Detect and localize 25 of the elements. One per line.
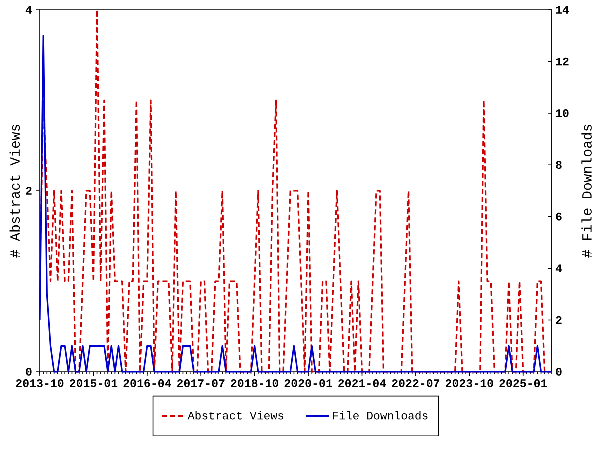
y-tick-label: 0 — [26, 368, 32, 376]
x-tick-label: 2018-10 — [231, 380, 279, 388]
x-tick-label: 2021-04 — [338, 380, 386, 388]
x-tick-label: 2020-01 — [284, 380, 332, 388]
legend-label: File Downloads — [333, 411, 428, 420]
y2-tick-label: 2 — [556, 316, 562, 324]
y-tick-label: 4 — [26, 6, 32, 14]
x-tick-label: 2016-04 — [124, 380, 172, 388]
y2-tick-label: 0 — [556, 368, 562, 376]
x-tick-label: 2025-01 — [500, 380, 548, 388]
x-tick-label: 2017-07 — [177, 380, 225, 388]
x-tick-label: 2023-10 — [446, 380, 494, 388]
y2-tick-label: 4 — [556, 264, 562, 272]
y2-axis-title: # File Downloads — [582, 124, 592, 258]
y2-tick-label: 14 — [556, 6, 570, 14]
x-tick-label: 2013-10 — [16, 380, 64, 388]
legend-label: Abstract Views — [188, 411, 284, 420]
y-axis-title: # Abstract Views — [10, 124, 20, 258]
x-tick-label: 2015-01 — [70, 380, 118, 388]
y2-tick-label: 12 — [556, 58, 569, 66]
y2-tick-label: 10 — [556, 109, 569, 118]
y2-tick-label: 8 — [556, 161, 562, 170]
x-tick-label: 2022-07 — [392, 380, 440, 388]
y2-tick-label: 6 — [556, 212, 562, 221]
y-tick-label: 2 — [26, 187, 32, 195]
